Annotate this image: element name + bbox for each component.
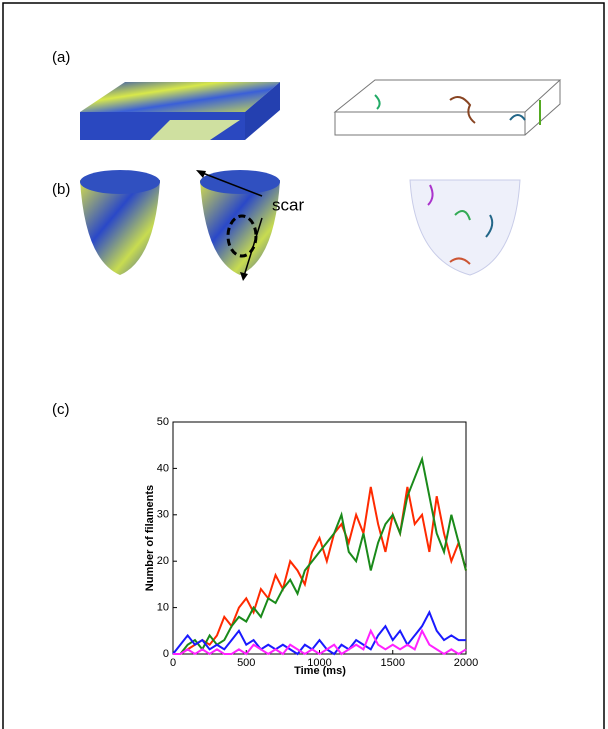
annotation: scar [272,195,304,214]
heart-opening [80,170,160,194]
heart-opening [200,170,280,194]
y-tick-label: 20 [157,555,169,567]
page: (a) (b) (c) scar Time (ms) Number of fil… [0,0,608,729]
y-tick-label: 40 [157,462,169,474]
x-tick-label: 500 [237,657,255,669]
y-tick-label: 0 [163,648,169,660]
filaments [375,95,540,125]
x-tick-label: 2000 [454,657,478,669]
y-tick-label: 10 [157,602,169,614]
panel-label: (b) [52,181,70,198]
heart-model [80,180,160,275]
y-tick-label: 50 [157,416,169,428]
figure: (a) (b) (c) scar Time (ms) Number of fil… [0,0,608,729]
x-tick-label: 0 [170,657,176,669]
panel-label: (a) [52,49,70,66]
wireframe-box [335,80,560,135]
y-axis-label: Number of filaments [144,485,156,591]
heart-model [200,180,280,275]
panel-label: (c) [52,401,70,418]
arrow-head [240,272,248,281]
x-tick-label: 1000 [307,657,331,669]
x-tick-label: 1500 [381,657,405,669]
y-tick-label: 30 [157,509,169,521]
tissue-slab-top [80,82,280,112]
